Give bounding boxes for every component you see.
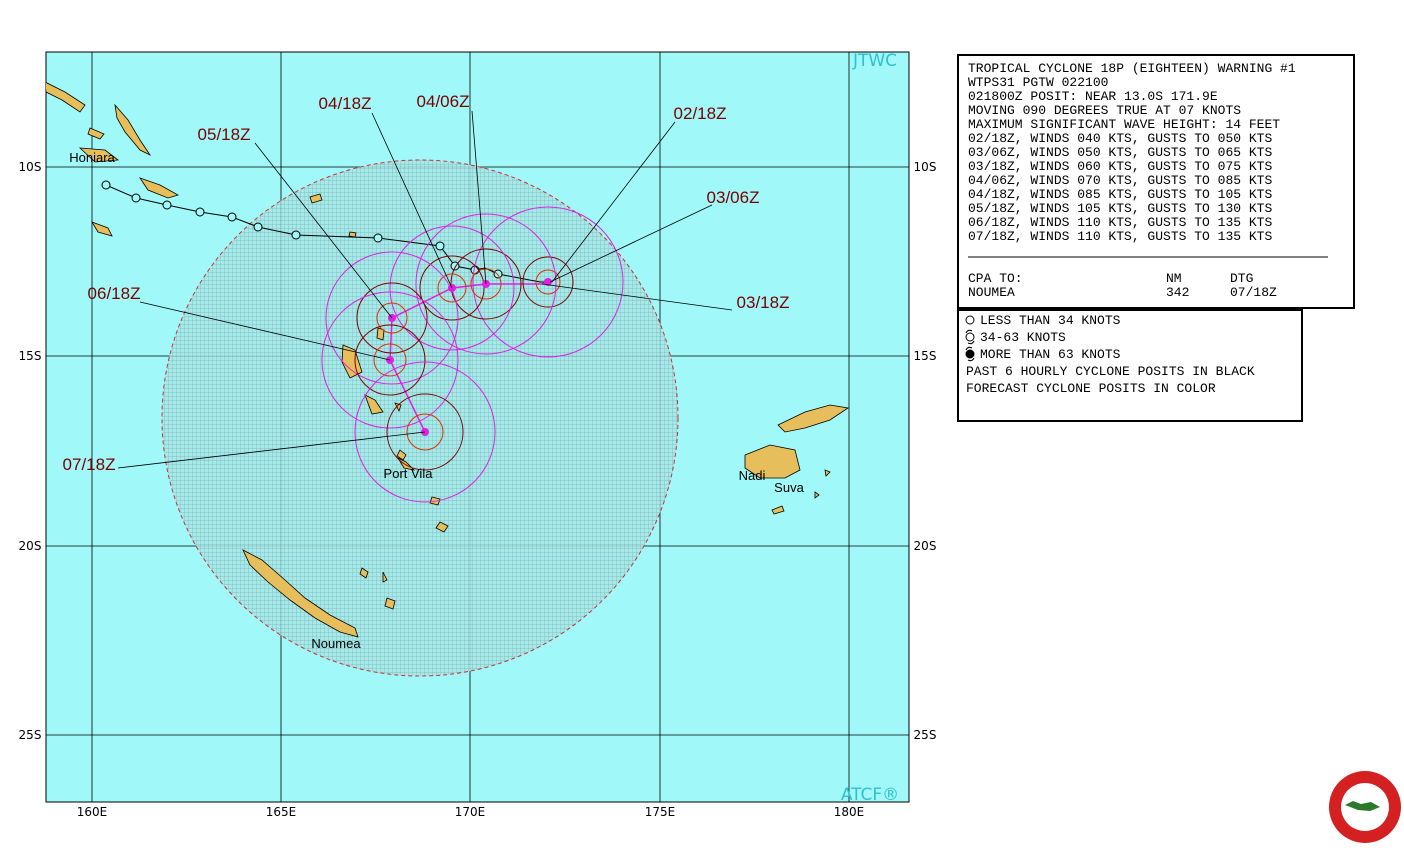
land (46, 82, 850, 638)
lon-label: 175E (645, 805, 676, 819)
map-content (46, 82, 850, 677)
warning-line: 03/06Z, WINDS 050 KTS, GUSTS TO 065 KTS (968, 145, 1272, 160)
warning-line: TROPICAL CYCLONE 18P (EIGHTEEN) WARNING … (968, 61, 1296, 76)
forecast-time-label: 04/18Z (319, 94, 372, 113)
forecast-time-label: 03/18Z (737, 293, 790, 312)
forecast-time-label: 04/06Z (417, 92, 470, 111)
cpa-header: CPA TO: (968, 271, 1023, 286)
watermark: ATCF® (841, 785, 899, 805)
lat-label: 25S (19, 728, 42, 742)
cpa-header: NM (1166, 271, 1182, 286)
map-labels: JTWC ATCF® 160E 165E 170E 175E 180E 10S 10S 15S 15… (19, 51, 937, 819)
lon-label: 180E (834, 805, 865, 819)
lat-label: 10S (19, 160, 42, 174)
lat-label: 20S (914, 539, 937, 553)
legend-line: 34-63 KNOTS (980, 330, 1066, 345)
cpa-value: 07/18Z (1230, 285, 1277, 300)
warning-line: MAXIMUM SIGNIFICANT WAVE HEIGHT: 14 FEET (968, 117, 1280, 132)
forecast-time-label: 03/06Z (707, 188, 760, 207)
legend-symbols (965, 315, 975, 362)
warning-line: 07/18Z, WINDS 110 KTS, GUSTS TO 135 KTS (968, 229, 1272, 244)
lon-label: 160E (77, 805, 108, 819)
lat-label: 15S (914, 349, 937, 363)
legend-line: FORECAST CYCLONE POSITS IN COLOR (966, 381, 1216, 396)
cpa-header: DTG (1230, 271, 1253, 286)
lon-label: 165E (266, 805, 297, 819)
warning-line: MOVING 090 DEGREES TRUE AT 07 KNOTS (968, 103, 1241, 118)
forecast-time-label: 06/18Z (88, 284, 141, 303)
warning-line: 02/18Z, WINDS 040 KTS, GUSTS TO 050 KTS (968, 131, 1272, 146)
place-label: Port Vila (384, 466, 434, 481)
warning-line: 04/18Z, WINDS 085 KTS, GUSTS TO 105 KTS (968, 187, 1272, 202)
forecast-time-label: 05/18Z (198, 125, 251, 144)
cpa-value: 342 (1166, 285, 1189, 300)
watermark: JTWC (852, 51, 897, 71)
forecast-time-label: 02/18Z (674, 104, 727, 123)
warning-line: WTPS31 PGTW 022100 (968, 75, 1108, 90)
warning-line: 06/18Z, WINDS 110 KTS, GUSTS TO 135 KTS (968, 215, 1272, 230)
warning-line: 021800Z POSIT: NEAR 13.0S 171.9E (968, 89, 1218, 104)
legend-line: MORE THAN 63 KNOTS (980, 347, 1121, 362)
logo (1329, 771, 1401, 843)
cpa-value: NOUMEA (968, 285, 1015, 300)
forecast-time-label: 07/18Z (63, 455, 116, 474)
warning-line: 03/18Z, WINDS 060 KTS, GUSTS TO 075 KTS (968, 159, 1272, 174)
warning-box (957, 54, 1355, 309)
place-label: Honiara (69, 150, 115, 165)
lon-label: 170E (455, 805, 486, 819)
lat-label: 10S (914, 160, 937, 174)
lat-label: 25S (914, 728, 937, 742)
wind-danger-area (161, 159, 679, 677)
legend-box (957, 309, 1303, 422)
place-label: Nadi (739, 468, 766, 483)
legend-line: PAST 6 HOURLY CYCLONE POSITS IN BLACK (966, 364, 1255, 379)
leader-lines (117, 110, 733, 469)
warning-line: 04/06Z, WINDS 070 KTS, GUSTS TO 085 KTS (968, 173, 1272, 188)
place-label: Noumea (311, 636, 361, 651)
lat-label: 20S (19, 539, 42, 553)
warning-line: 05/18Z, WINDS 105 KTS, GUSTS TO 130 KTS (968, 201, 1272, 216)
legend-line: LESS THAN 34 KNOTS (980, 313, 1121, 328)
place-label: Suva (774, 480, 804, 495)
lat-label: 15S (19, 349, 42, 363)
